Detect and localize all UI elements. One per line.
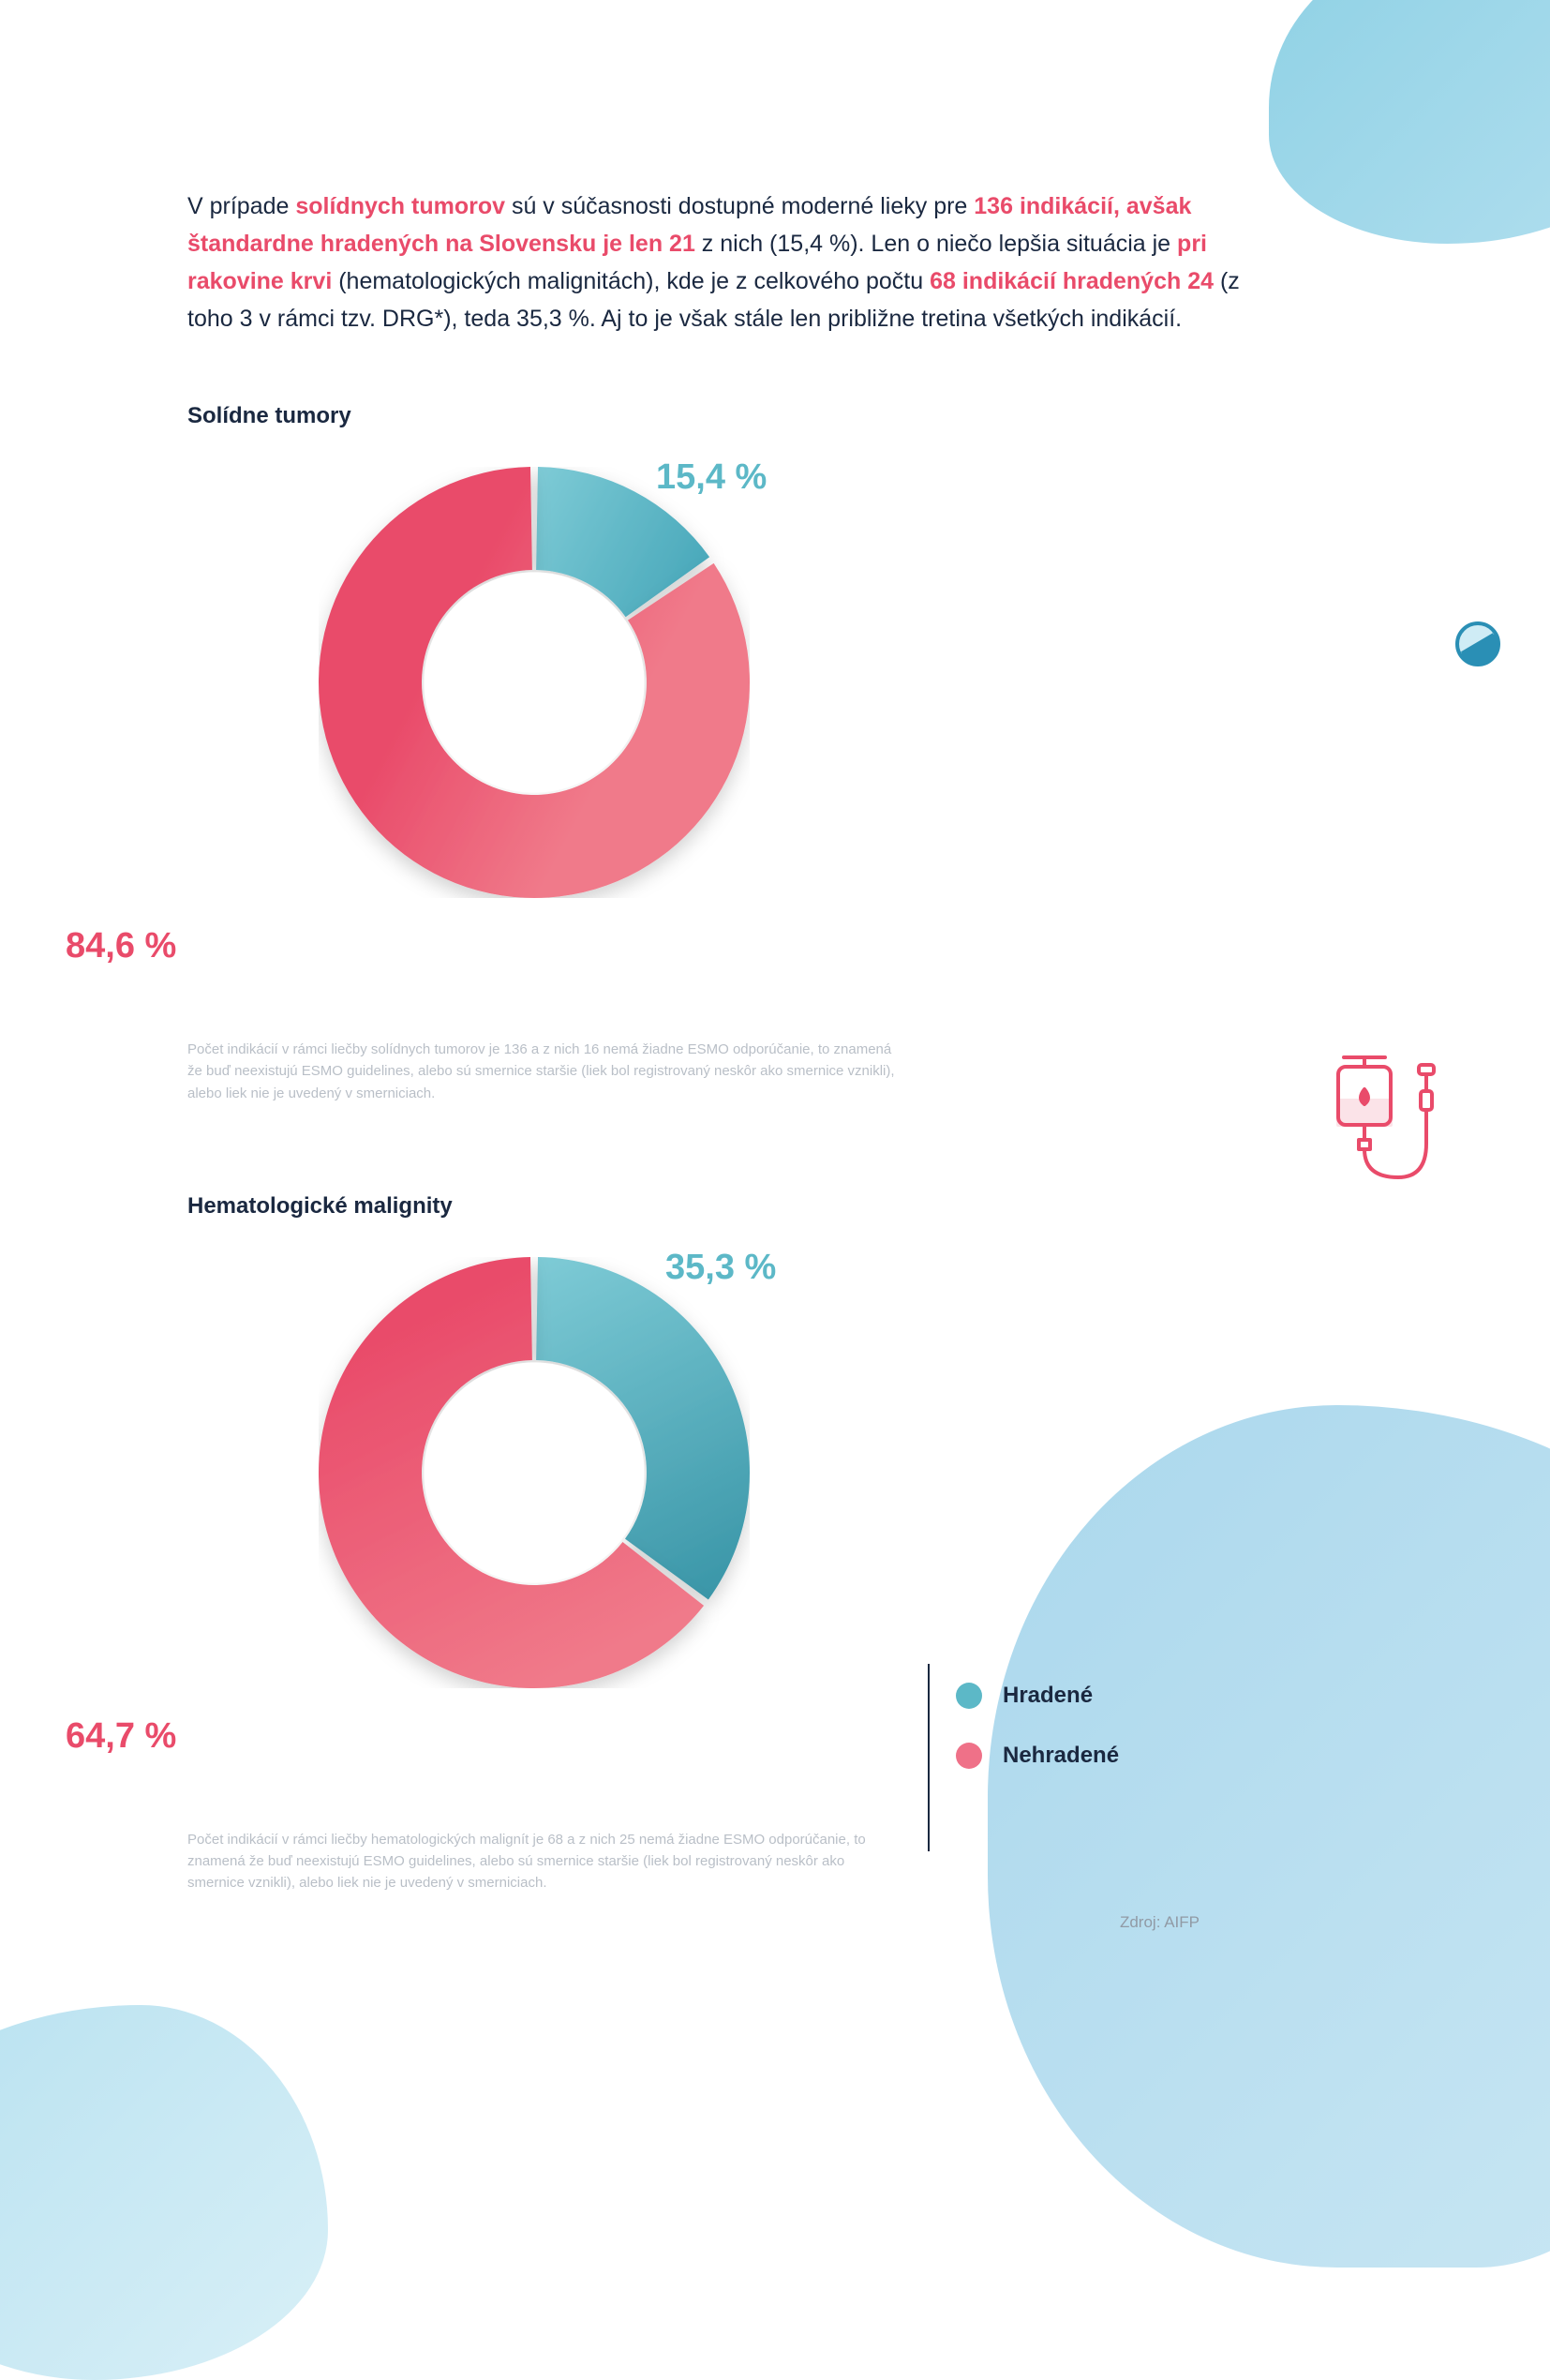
legend-label: Nehradené (1003, 1743, 1119, 1769)
chart1-title: Solídne tumory (187, 403, 1274, 429)
source-label: Zdroj: AIFP (1120, 1913, 1200, 1932)
legend-dot (956, 1743, 982, 1769)
chart2-pct-hradene: 35,3 % (665, 1248, 776, 1288)
intro-paragraph: V prípade solídnych tumorov sú v súčasno… (187, 187, 1274, 337)
legend-label: Hradené (1003, 1683, 1093, 1709)
chart2-footnote: Počet indikácií v rámci liečby hematolog… (187, 1829, 900, 1894)
legend-item: Nehradené (956, 1743, 1237, 1769)
legend-item: Hradené (956, 1683, 1237, 1709)
legend: Hradené Nehradené (956, 1683, 1237, 1803)
pill-icon (1453, 619, 1503, 669)
chart1-block: 15,4 % 84,6 % (187, 467, 1274, 1001)
legend-divider (928, 1664, 930, 1851)
iv-drip-icon (1325, 1050, 1447, 1190)
chart1-footnote: Počet indikácií v rámci liečby solídnych… (187, 1039, 900, 1104)
legend-dot (956, 1683, 982, 1709)
chart1-pct-hradene: 15,4 % (656, 457, 767, 498)
chart1-donut (319, 467, 750, 898)
bg-blob-top-right (1269, 0, 1550, 244)
chart2-title: Hematologické malignity (187, 1193, 1274, 1220)
chart2-pct-nehradene: 64,7 % (66, 1716, 176, 1757)
chart1-pct-nehradene: 84,6 % (66, 926, 176, 966)
chart2-donut (319, 1257, 750, 1688)
bg-blob-bottom-left (0, 2005, 328, 2380)
